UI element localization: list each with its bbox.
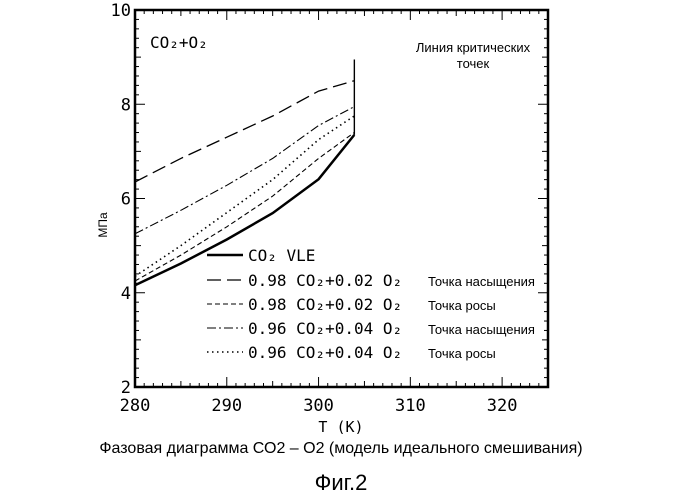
legend: CO₂ VLE 0.98 CO₂+0.02 O₂ Точка насыщения… <box>207 246 535 362</box>
y-tick-label: 6 <box>121 190 131 210</box>
legend-note: Точка росы <box>428 298 496 313</box>
series-line <box>135 135 354 285</box>
legend-text: 0.98 CO₂+0.02 O₂ <box>248 295 402 314</box>
legend-text: 0.98 CO₂+0.02 O₂ <box>248 271 402 290</box>
x-tick-label: 280 <box>120 396 151 416</box>
series-line <box>135 81 354 182</box>
y-tick-label: 8 <box>121 95 131 115</box>
x-tick-label: 300 <box>303 396 334 416</box>
x-tick-label: 310 <box>395 396 426 416</box>
series-line <box>135 133 354 282</box>
legend-text: CO₂ VLE <box>248 246 315 265</box>
legend-text: 0.96 CO₂+0.04 O₂ <box>248 319 402 338</box>
y-tick-label: 4 <box>121 284 131 304</box>
phase-diagram-chart: 280 290 300 310 320 2 4 6 8 10 CO₂+O₂ Линия крити… <box>0 0 682 440</box>
legend-note: Точка росы <box>428 346 496 361</box>
series-line <box>135 116 354 276</box>
series-lines <box>135 81 354 286</box>
legend-note: Точка насыщения <box>428 274 535 289</box>
figure-number: Фиг.2 <box>0 470 682 496</box>
inset-label: CO₂+O₂ <box>150 33 208 52</box>
legend-item: 0.96 CO₂+0.04 O₂ Точка насыщения <box>207 319 535 338</box>
x-axis-label: T (K) <box>318 418 363 436</box>
annotation-line-2: точек <box>457 56 490 71</box>
legend-item: 0.98 CO₂+0.02 O₂ Точка насыщения <box>207 271 535 290</box>
x-tick-label: 290 <box>211 396 242 416</box>
legend-note: Точка насыщения <box>428 322 535 337</box>
legend-item: CO₂ VLE <box>207 246 315 265</box>
legend-text: 0.96 CO₂+0.04 O₂ <box>248 343 402 362</box>
annotation-line-1: Линия критических <box>416 40 531 55</box>
y-axis-label: МПа <box>96 212 110 238</box>
legend-item: 0.96 CO₂+0.04 O₂ Точка росы <box>207 343 496 362</box>
y-tick-label: 2 <box>121 378 131 398</box>
legend-item: 0.98 CO₂+0.02 O₂ Точка росы <box>207 295 496 314</box>
x-tick-label: 320 <box>487 396 518 416</box>
y-tick-label: 10 <box>111 1 131 21</box>
figure-caption: Фазовая диаграмма СО2 – О2 (модель идеал… <box>0 440 682 458</box>
